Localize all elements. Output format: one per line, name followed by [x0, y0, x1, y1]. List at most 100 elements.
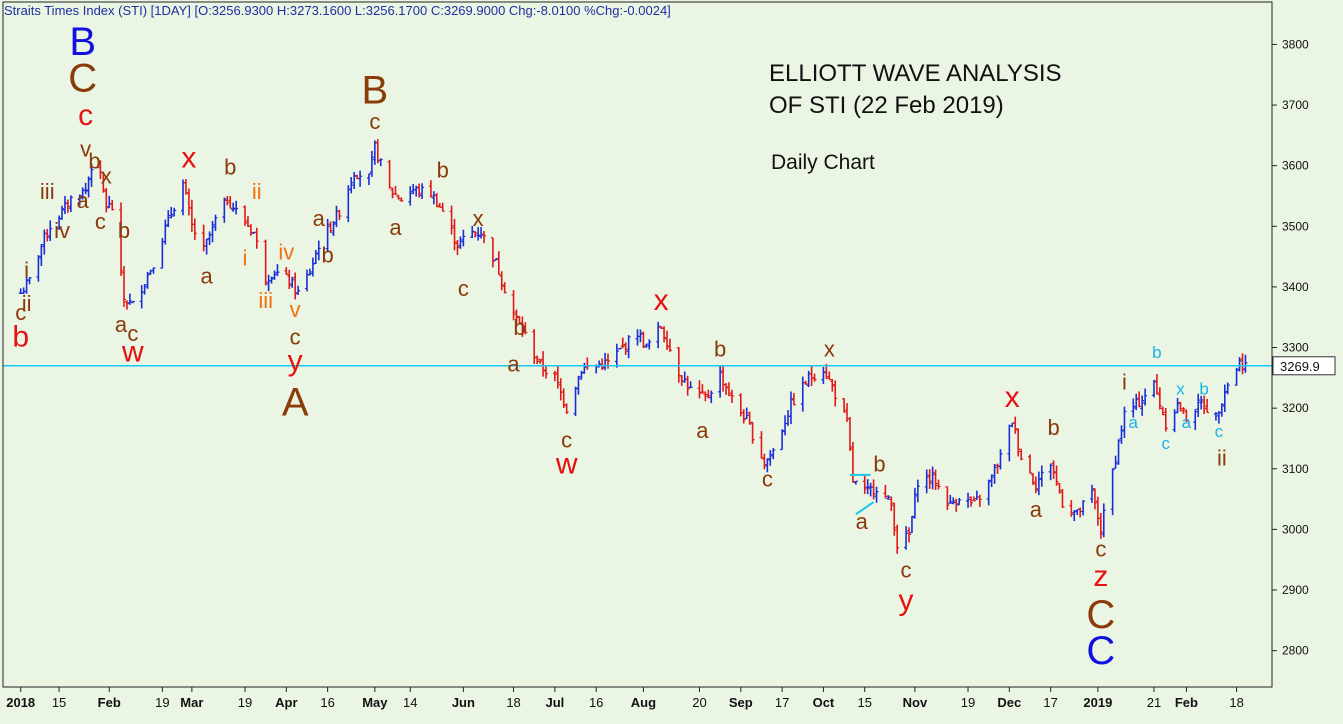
- price-bar: [1160, 406, 1165, 416]
- price-bar: [667, 338, 672, 352]
- price-bar: [830, 379, 835, 392]
- price-bar: [768, 450, 773, 466]
- price-bar: [951, 497, 956, 505]
- price-bar: [762, 453, 767, 470]
- y-tick-label: 2800: [1282, 644, 1309, 658]
- price-bar: [759, 431, 764, 459]
- wave-label: c: [78, 99, 93, 132]
- price-bar: [366, 173, 371, 186]
- price-bar: [1219, 403, 1224, 417]
- price-bar: [909, 515, 914, 534]
- price-bar: [853, 480, 858, 485]
- x-tick-label: Dec: [997, 695, 1021, 710]
- wave-label: ii: [22, 291, 32, 316]
- wave-label: x: [1176, 379, 1185, 398]
- price-bar: [1089, 484, 1094, 503]
- price-bar: [1154, 374, 1159, 395]
- price-bar: [924, 469, 929, 494]
- price-bar: [369, 150, 374, 177]
- analysis-title-line2: OF STI (22 Feb 2019): [769, 92, 1004, 119]
- price-bar: [523, 322, 528, 335]
- price-bar: [83, 182, 88, 195]
- wave-label: a: [856, 509, 869, 534]
- price-bar: [665, 330, 670, 350]
- price-bar: [1028, 454, 1033, 474]
- price-bar: [172, 207, 177, 217]
- price-bar: [564, 403, 569, 415]
- price-bar: [544, 364, 549, 379]
- wave-label: b: [224, 155, 236, 180]
- price-bar: [482, 231, 487, 244]
- price-bar: [744, 407, 749, 420]
- wave-label: a: [313, 206, 326, 231]
- price-bar: [709, 390, 714, 404]
- chart-header: Straits Times Index (STI) [1DAY] [O:3256…: [4, 3, 671, 18]
- price-bar: [626, 335, 631, 359]
- wave-label: b: [1199, 379, 1208, 398]
- wave-label: b: [118, 218, 130, 243]
- price-bar: [833, 380, 838, 407]
- price-bar: [871, 479, 876, 500]
- wave-label: c: [458, 276, 469, 301]
- price-bar: [455, 240, 460, 256]
- price-bar: [396, 194, 401, 200]
- wave-label: b: [322, 242, 334, 267]
- price-bar: [121, 266, 126, 307]
- price-bar: [290, 276, 295, 288]
- x-tick-label: 21: [1147, 695, 1161, 710]
- price-bar: [77, 194, 82, 206]
- wave-label: b: [513, 315, 525, 340]
- wave-label: C: [68, 56, 97, 100]
- wave-label: a: [1030, 497, 1043, 522]
- price-bar: [24, 277, 29, 294]
- price-bar: [989, 474, 994, 488]
- price-bar: [1036, 471, 1041, 496]
- x-tick-label: 17: [775, 695, 789, 710]
- price-bar: [1143, 388, 1148, 406]
- price-bar: [741, 409, 746, 424]
- price-bar: [183, 179, 188, 195]
- price-bar: [638, 329, 643, 343]
- price-bar: [119, 202, 124, 276]
- price-bar: [440, 202, 445, 212]
- wave-label: A: [282, 381, 309, 425]
- x-tick-label: 16: [589, 695, 603, 710]
- price-bar: [452, 218, 457, 251]
- wave-label: w: [555, 448, 578, 481]
- price-bar: [222, 197, 227, 223]
- price-bar: [945, 486, 950, 511]
- price-bar: [502, 282, 507, 294]
- price-bar: [1137, 391, 1142, 408]
- price-bar: [883, 484, 888, 499]
- price-bar: [656, 321, 661, 349]
- price-bar: [957, 498, 962, 506]
- price-bar: [275, 264, 280, 277]
- wave-label: w: [121, 336, 144, 369]
- price-bar: [641, 331, 646, 349]
- price-bar: [1122, 406, 1127, 438]
- x-tick-label: Nov: [903, 695, 928, 710]
- price-bar: [614, 343, 619, 368]
- price-bar: [977, 494, 982, 507]
- price-bar: [1222, 384, 1227, 413]
- wave-label: x: [473, 206, 484, 231]
- current-price-tag: 3269.9: [1272, 356, 1336, 376]
- price-bar: [479, 227, 484, 239]
- price-bar: [331, 221, 336, 236]
- y-tick-label: 3500: [1282, 219, 1309, 233]
- y-tick-label: 3300: [1282, 341, 1309, 355]
- price-bar: [623, 342, 628, 355]
- wave-label: c: [369, 109, 380, 134]
- x-tick-label: 19: [155, 695, 169, 710]
- wave-label: b: [1152, 343, 1161, 362]
- wave-label: ii: [1217, 445, 1227, 470]
- price-bar: [971, 496, 976, 502]
- price-bar: [372, 140, 377, 165]
- price-bar: [747, 411, 752, 425]
- price-bar: [399, 197, 404, 202]
- y-tick-label: 3100: [1282, 462, 1309, 476]
- y-tick-label: 3200: [1282, 401, 1309, 415]
- wave-label: x: [181, 142, 196, 175]
- price-bar: [234, 200, 239, 215]
- price-bar: [1013, 416, 1018, 434]
